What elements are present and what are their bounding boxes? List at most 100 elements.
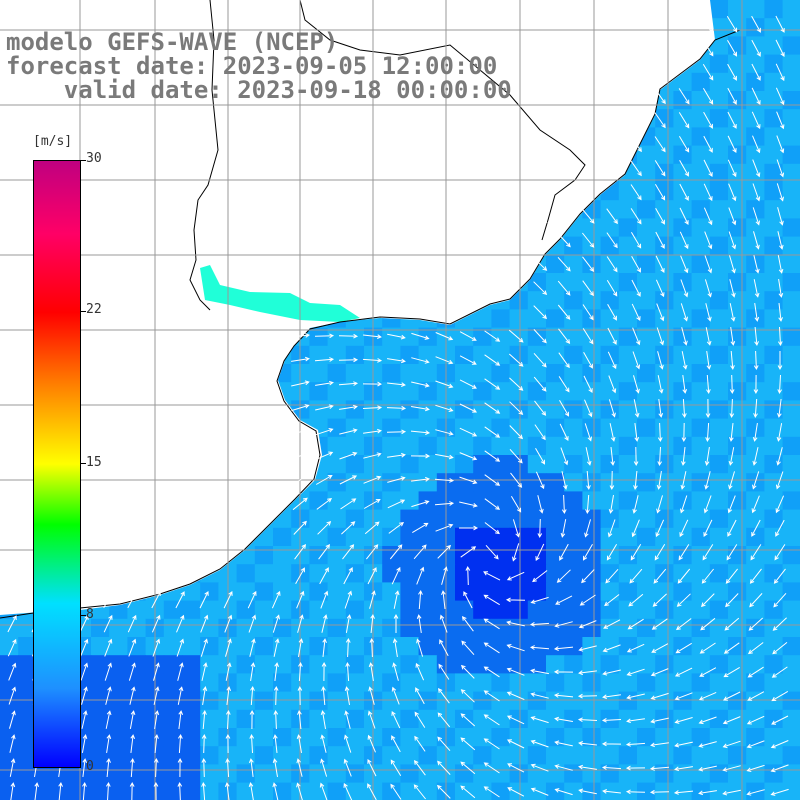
ocean-cell	[673, 436, 693, 456]
wind-arrow	[771, 690, 789, 702]
ocean-cell	[509, 637, 529, 656]
wind-arrow	[104, 638, 113, 657]
wind-arrow	[154, 733, 159, 754]
ocean-cell	[455, 691, 474, 711]
ocean-cell	[509, 382, 529, 401]
ocean-cell	[564, 709, 583, 729]
wind-arrow	[680, 279, 689, 298]
wind-arrow	[775, 15, 785, 33]
ocean-cell	[455, 618, 474, 638]
wind-arrow	[530, 787, 549, 796]
ocean-cell	[327, 527, 347, 547]
ocean-cell	[746, 655, 765, 674]
ocean-cell	[418, 436, 438, 456]
ocean-cell	[546, 254, 565, 274]
ocean-cell	[709, 782, 729, 800]
wind-arrow	[726, 544, 738, 561]
wind-arrow	[586, 470, 591, 491]
ocean-cell	[382, 509, 401, 529]
wind-arrow	[390, 759, 402, 776]
ocean-cell	[600, 582, 620, 602]
wind-arrow	[579, 594, 596, 606]
wind-arrow	[722, 789, 741, 796]
ocean-cell	[345, 600, 365, 620]
wind-arrow	[413, 784, 426, 800]
ocean-cell	[618, 764, 638, 784]
wind-arrow	[682, 375, 688, 394]
ocean-cell	[782, 618, 800, 638]
ocean-cell	[491, 728, 511, 747]
ocean-cell	[709, 127, 729, 147]
wind-arrow	[724, 617, 740, 631]
ocean-cell	[309, 618, 329, 638]
wind-arrow	[291, 427, 310, 436]
ocean-cell	[345, 491, 365, 511]
ocean-cell	[691, 691, 711, 711]
wind-arrow	[680, 255, 689, 274]
wind-arrow	[298, 638, 304, 657]
wind-arrow	[151, 614, 161, 633]
ocean-cell	[582, 364, 602, 383]
ocean-cell	[637, 491, 656, 511]
ocean-cell	[637, 618, 656, 638]
ocean-cell	[709, 418, 729, 438]
wind-arrow	[510, 496, 522, 513]
ocean-cell	[764, 18, 784, 37]
wind-arrow	[416, 614, 422, 633]
ocean-cell	[655, 200, 674, 219]
ocean-cell	[254, 582, 274, 602]
wind-arrow	[581, 208, 595, 224]
wind-arrow	[702, 544, 714, 561]
wind-arrow	[411, 406, 430, 412]
ocean-cell	[691, 72, 711, 92]
wind-arrow	[297, 685, 303, 706]
wind-arrow	[554, 740, 573, 747]
ocean-cell	[345, 782, 365, 800]
ocean-cell	[782, 218, 800, 238]
ocean-cell	[345, 582, 365, 602]
ocean-cell	[163, 618, 183, 638]
wind-arrow	[483, 594, 500, 606]
wind-arrow	[362, 358, 383, 363]
wind-arrow	[654, 184, 666, 201]
ocean-cell	[273, 582, 292, 602]
ocean-cell	[91, 709, 110, 729]
ocean-cell	[655, 400, 674, 420]
ocean-cell	[637, 782, 656, 800]
ocean-cell	[400, 345, 420, 365]
wind-arrow	[128, 638, 137, 657]
wind-arrow	[249, 709, 255, 730]
ocean-cell	[546, 400, 565, 420]
ocean-cell	[345, 546, 365, 565]
wind-arrow	[772, 642, 788, 655]
wind-arrow	[343, 782, 353, 800]
ocean-cell	[600, 382, 620, 401]
wind-arrow	[345, 661, 350, 682]
wind-arrow	[561, 471, 568, 490]
wind-arrow	[728, 471, 735, 490]
wind-arrow	[273, 685, 279, 706]
wind-arrow	[753, 374, 759, 395]
ocean-cell	[600, 691, 620, 711]
ocean-cell	[455, 455, 474, 474]
ocean-cell	[473, 728, 492, 747]
ocean-cell	[655, 564, 674, 583]
ocean-cell	[163, 709, 183, 729]
wind-arrow	[657, 375, 664, 394]
wind-arrow	[483, 618, 500, 630]
wind-arrow	[679, 519, 689, 538]
wind-arrow	[753, 350, 759, 371]
wind-arrow	[460, 713, 476, 727]
wind-arrow	[705, 422, 710, 443]
wind-arrow	[104, 662, 112, 681]
ocean-cell	[91, 637, 110, 656]
ocean-cell	[473, 418, 492, 438]
ocean-cell	[637, 691, 656, 711]
ocean-cell	[455, 546, 474, 565]
ocean-cell	[127, 600, 147, 620]
ocean-cell	[527, 655, 547, 674]
wind-arrow	[606, 544, 618, 561]
ocean-cell	[327, 673, 347, 693]
ocean-cell	[782, 709, 800, 729]
wind-arrow	[460, 546, 477, 558]
